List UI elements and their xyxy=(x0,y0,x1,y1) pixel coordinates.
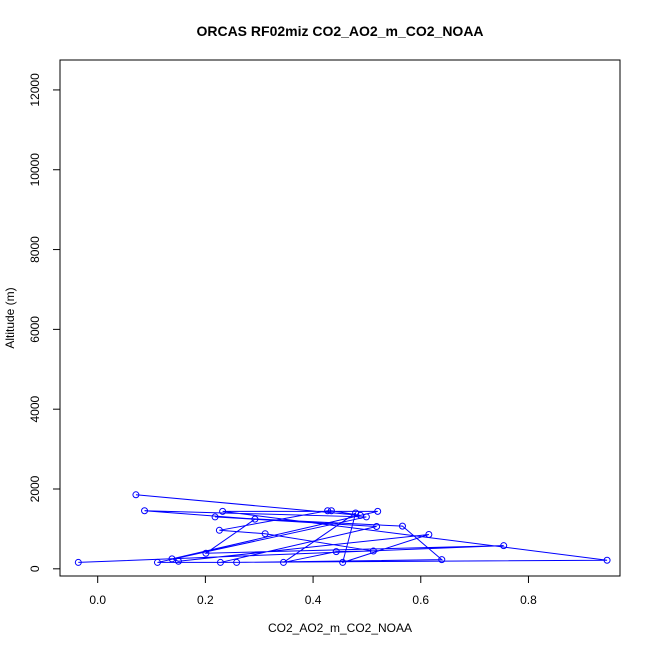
x-axis-label: CO2_AO2_m_CO2_NOAA xyxy=(268,621,412,635)
data-point xyxy=(261,530,269,538)
plot-frame xyxy=(59,59,621,577)
data-point xyxy=(339,558,347,566)
data-point xyxy=(132,491,140,499)
data-point xyxy=(215,526,223,534)
data-point xyxy=(168,555,176,563)
data-point xyxy=(251,515,259,523)
data-point xyxy=(211,513,219,521)
data-point xyxy=(425,530,433,538)
data-point xyxy=(219,507,227,515)
data-point xyxy=(369,547,377,555)
y-axis-label: Altitude (m) xyxy=(3,287,17,348)
y-tick-label: 4000 xyxy=(28,396,42,423)
chart-title: ORCAS RF02miz CO2_AO2_m_CO2_NOAA xyxy=(196,23,483,39)
data-point xyxy=(74,558,82,566)
y-tick-label: 12000 xyxy=(28,73,42,107)
data-point xyxy=(153,558,161,566)
x-axis: 0.0 0.2 0.4 0.6 0.8 xyxy=(89,575,537,607)
x-tick-label: 0.0 xyxy=(89,593,106,607)
y-tick-label: 2000 xyxy=(28,475,42,502)
data-point xyxy=(500,542,508,550)
x-tick-label: 0.2 xyxy=(197,593,214,607)
data-point xyxy=(324,507,332,515)
data-point xyxy=(374,507,382,515)
data-point xyxy=(202,549,210,557)
data-point xyxy=(603,556,611,564)
y-tick-label: 0 xyxy=(28,565,42,572)
data-point xyxy=(398,522,406,530)
series-layer xyxy=(74,491,611,566)
x-tick-label: 0.6 xyxy=(412,593,429,607)
data-point xyxy=(233,558,241,566)
data-point xyxy=(438,556,446,564)
y-axis: 0 2000 4000 6000 8000 10000 12000 xyxy=(28,73,61,572)
x-tick-label: 0.4 xyxy=(305,593,322,607)
data-point xyxy=(327,507,335,515)
data-point xyxy=(356,511,364,519)
data-point xyxy=(174,557,182,565)
x-tick-label: 0.8 xyxy=(520,593,537,607)
data-point xyxy=(216,558,224,566)
y-tick-label: 6000 xyxy=(28,316,42,343)
data-point xyxy=(141,507,149,515)
data-point xyxy=(279,558,287,566)
y-tick-label: 8000 xyxy=(28,236,42,263)
y-tick-label: 10000 xyxy=(28,153,42,187)
data-point xyxy=(373,523,381,531)
series-line xyxy=(78,494,608,564)
data-point xyxy=(332,548,340,556)
